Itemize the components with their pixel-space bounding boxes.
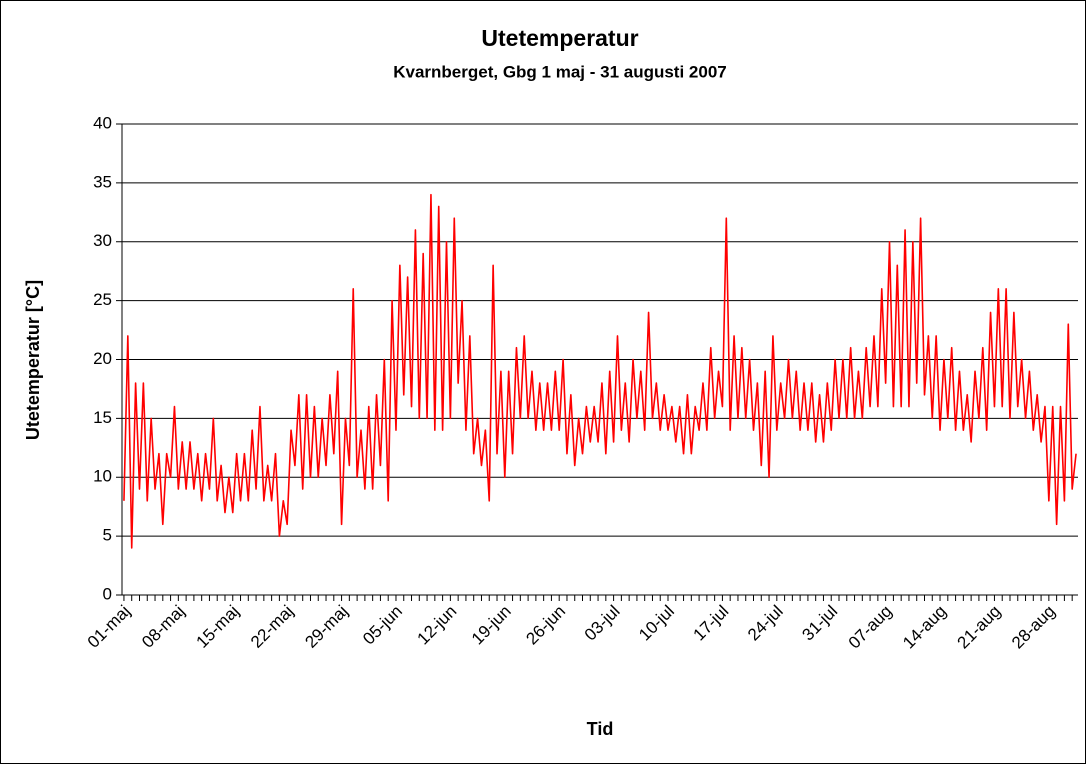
y-axis-label: Utetemperatur [°C]	[23, 280, 43, 440]
y-tick-label: 0	[103, 584, 112, 603]
y-tick-label: 20	[93, 349, 112, 368]
y-tick-label: 40	[93, 113, 112, 132]
x-axis-label: Tid	[587, 719, 614, 739]
temperature-line	[123, 193, 1077, 549]
y-tick-label: 30	[93, 231, 112, 250]
chart-subtitle: Kvarnberget, Gbg 1 maj - 31 augusti 2007	[393, 62, 727, 81]
y-tick-label: 35	[93, 172, 112, 191]
y-tick-label: 10	[93, 467, 112, 486]
chart-title: Utetemperatur	[481, 25, 638, 51]
y-tick-label: 15	[93, 408, 112, 427]
y-tick-label: 5	[103, 526, 112, 545]
y-tick-label: 25	[93, 290, 112, 309]
